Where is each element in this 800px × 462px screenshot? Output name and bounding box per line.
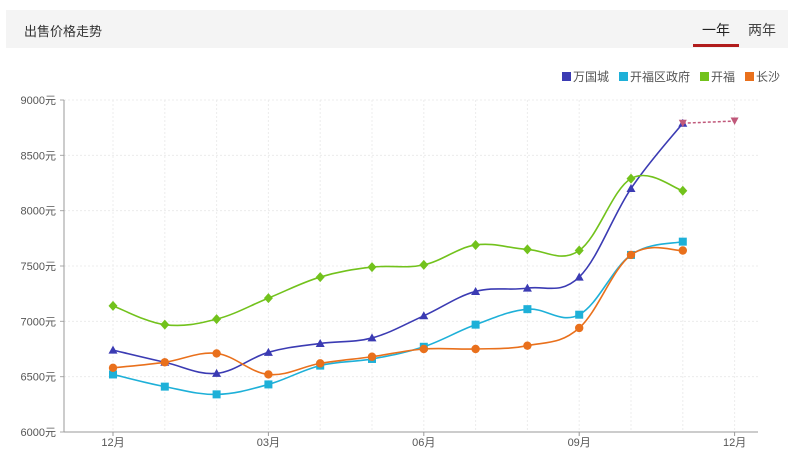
point-kaifu-district-gov (264, 380, 273, 389)
point-changsha (264, 370, 273, 379)
point-changsha (212, 349, 221, 358)
x-tick-label: 12月 (723, 437, 746, 449)
point-changsha (471, 344, 480, 354)
point-kaifu (212, 314, 222, 325)
point-kaifu (367, 262, 377, 273)
point-kaifu (315, 272, 325, 283)
point-changsha (316, 359, 325, 368)
point-kaifu (160, 319, 170, 330)
point-changsha (575, 323, 584, 333)
point-changsha (419, 344, 428, 354)
point-wanguocheng (263, 347, 273, 356)
y-tick-label: 8000元 (21, 206, 56, 218)
point-kaifu-district-gov (471, 320, 480, 329)
point-kaifu (108, 300, 118, 311)
y-tick-label: 6000元 (21, 427, 56, 439)
point-changsha (160, 358, 169, 367)
chart-header: 出售价格走势 一年 两年 (6, 10, 788, 48)
point-wanguocheng (574, 272, 584, 281)
chart-title: 出售价格走势 (24, 24, 103, 39)
tab-two-years[interactable]: 两年 (748, 22, 776, 38)
legend-item-kaifu-district-gov[interactable]: 开福区政府 (618, 68, 690, 85)
x-tick-label: 06月 (412, 437, 435, 449)
point-wanguocheng (108, 345, 118, 354)
legend-swatch-kaifu-district-gov (618, 72, 628, 81)
tab-one-year[interactable]: 一年 (702, 22, 730, 38)
point-changsha (523, 341, 532, 350)
point-wanguocheng (212, 368, 222, 377)
legend-label-kaifu: 开福 (710, 70, 735, 84)
point-wanguocheng (315, 338, 325, 347)
x-tick-label: 09月 (568, 437, 591, 449)
legend-label-kaifu-district-gov: 开福区政府 (629, 70, 690, 84)
x-tick-label: 12月 (101, 437, 124, 449)
point-kaifu (626, 173, 636, 184)
active-tab-indicator (693, 44, 739, 47)
point-kaifu-district-gov (109, 370, 117, 379)
point-kaifu (574, 245, 584, 256)
point-changsha (678, 246, 687, 255)
point-kaifu-district-gov (678, 237, 687, 246)
forecast-point (678, 119, 687, 128)
legend-swatch-wanguocheng (561, 72, 571, 81)
y-tick-label: 6500元 (21, 372, 56, 384)
forecast-line (682, 120, 735, 124)
point-kaifu-district-gov (160, 382, 169, 391)
point-changsha (626, 250, 636, 260)
point-changsha (367, 352, 377, 361)
legend-item-changsha[interactable]: 长沙 (744, 68, 780, 85)
point-wanguocheng (522, 283, 532, 292)
forecast-point (730, 117, 739, 126)
x-tick-label: 03月 (257, 437, 280, 449)
legend-label-changsha: 长沙 (755, 70, 780, 84)
point-wanguocheng (419, 311, 429, 320)
point-kaifu (471, 239, 481, 250)
y-tick-label: 7500元 (21, 261, 56, 273)
legend-swatch-kaifu (699, 72, 709, 81)
point-kaifu-district-gov (523, 305, 532, 314)
point-wanguocheng (367, 333, 377, 342)
point-changsha (108, 363, 118, 373)
point-kaifu-district-gov (212, 390, 221, 399)
point-wanguocheng (471, 286, 481, 295)
point-kaifu (263, 293, 273, 304)
y-tick-label: 7000元 (21, 316, 56, 328)
legend-item-kaifu[interactable]: 开福 (699, 68, 735, 85)
point-wanguocheng (626, 184, 636, 193)
y-tick-label: 8500元 (21, 150, 56, 162)
point-kaifu (522, 244, 532, 255)
legend-label-wanguocheng: 万国城 (572, 70, 609, 84)
point-kaifu (419, 259, 429, 270)
legend-item-wanguocheng[interactable]: 万国城 (561, 68, 609, 85)
series-line-wanguocheng (112, 122, 684, 375)
y-tick-label: 9000元 (21, 95, 56, 107)
point-kaifu-district-gov (575, 310, 584, 319)
point-kaifu (678, 185, 688, 196)
chart-legend: 万国城 开福区政府 开福 长沙 (561, 68, 780, 85)
legend-swatch-changsha (744, 72, 754, 81)
